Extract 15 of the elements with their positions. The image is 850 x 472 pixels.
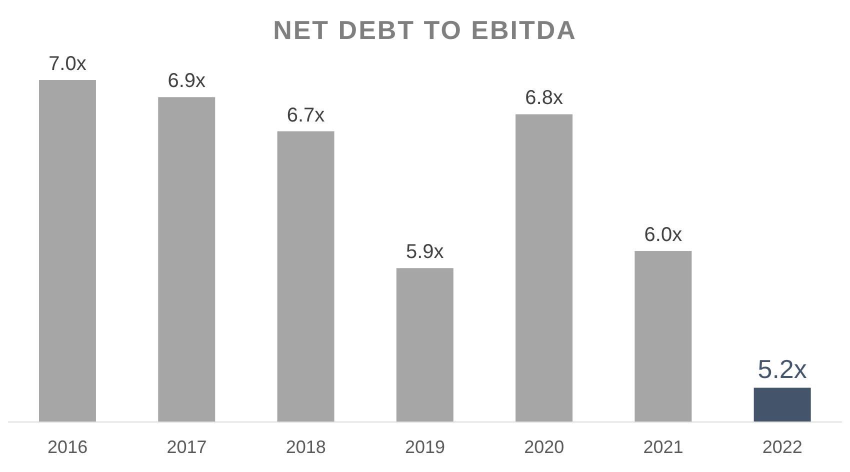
x-tick-label: 2017 [166,436,207,457]
x-tick-label: 2016 [48,436,88,457]
x-tick-label: 2022 [762,436,802,457]
data-label: 6.0x [644,224,682,246]
x-tick-label: 2019 [404,436,446,457]
data-label: 6.7x [286,104,325,126]
data-label: 7.0x [48,53,86,75]
x-tick-label: 2018 [286,436,326,457]
x-tick-label: 2020 [524,436,564,457]
x-tick-label: 2021 [643,436,684,457]
data-label: 6.9x [168,70,206,92]
data-label: 5.9x [406,241,444,264]
data-label: 5.2x [758,354,807,384]
data-label: 6.8x [525,87,563,110]
chart-title: NET DEBT TO EBITDA [272,14,578,47]
